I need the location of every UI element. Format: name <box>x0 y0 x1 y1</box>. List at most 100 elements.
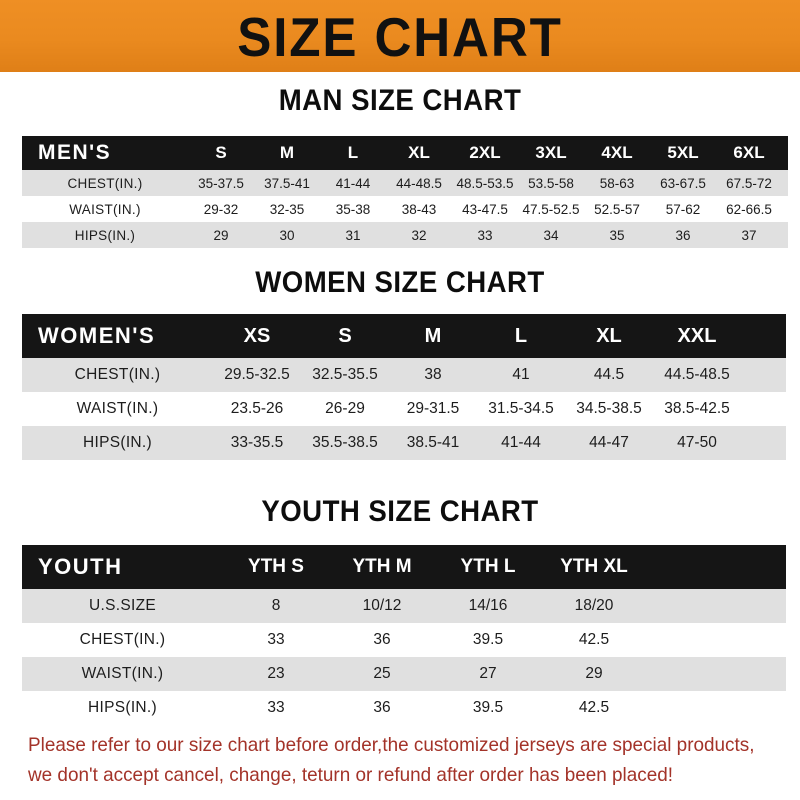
measurement-cell: 29-32 <box>188 196 254 222</box>
row-label: WAIST(IN.) <box>22 392 213 426</box>
column-header-yth-l: YTH L <box>435 545 541 589</box>
measurement-cell: 32-35 <box>254 196 320 222</box>
column-header-3xl: 3XL <box>518 136 584 170</box>
table-row: CHEST(IN.) 35-37.5 37.5-41 41-44 44-48.5 48.5… <box>22 170 788 196</box>
row-spacer <box>782 196 788 222</box>
table-header-row: MEN'S S M L XL 2XL 3XL 4XL 5XL 6XL <box>22 136 788 170</box>
measurement-cell: 34.5-38.5 <box>565 392 653 426</box>
measurement-cell: 36 <box>650 222 716 248</box>
column-header-4xl: 4XL <box>584 136 650 170</box>
measurement-cell: 43-47.5 <box>452 196 518 222</box>
measurement-cell: 25 <box>329 657 435 691</box>
measurement-cell: 8 <box>223 589 329 623</box>
measurement-cell: 26-29 <box>301 392 389 426</box>
header-spacer <box>782 136 788 170</box>
measurement-cell: 47-50 <box>653 426 741 460</box>
column-header-yth-s: YTH S <box>223 545 329 589</box>
column-header-m: M <box>254 136 320 170</box>
row-label: WAIST(IN.) <box>22 657 223 691</box>
measurement-cell: 33 <box>452 222 518 248</box>
women-table-body: CHEST(IN.) 29.5-32.5 32.5-35.5 38 41 44.5 44.5… <box>22 358 786 460</box>
page-banner: SIZE CHART <box>0 0 800 72</box>
column-header-m: M <box>389 314 477 358</box>
row-label: WAIST(IN.) <box>22 196 188 222</box>
measurement-cell: 35-37.5 <box>188 170 254 196</box>
table-row: HIPS(IN.) 33-35.5 35.5-38.5 38.5-41 41-44 44-… <box>22 426 786 460</box>
row-spacer <box>782 222 788 248</box>
measurement-cell: 23 <box>223 657 329 691</box>
measurement-cell: 37.5-41 <box>254 170 320 196</box>
measurement-cell: 36 <box>329 623 435 657</box>
measurement-cell: 32 <box>386 222 452 248</box>
measurement-cell: 41-44 <box>320 170 386 196</box>
measurement-cell: 32.5-35.5 <box>301 358 389 392</box>
measurement-cell: 36 <box>329 691 435 725</box>
column-header-2xl: 2XL <box>452 136 518 170</box>
measurement-cell: 14/16 <box>435 589 541 623</box>
table-row: WAIST(IN.) 29-32 32-35 35-38 38-43 43-47.5 47.… <box>22 196 788 222</box>
measurement-cell: 29.5-32.5 <box>213 358 301 392</box>
measurement-cell: 33 <box>223 691 329 725</box>
measurement-cell: 35.5-38.5 <box>301 426 389 460</box>
column-header-l: L <box>477 314 565 358</box>
measurement-cell: 44-47 <box>565 426 653 460</box>
row-label: HIPS(IN.) <box>22 691 223 725</box>
measurement-cell: 62-66.5 <box>716 196 782 222</box>
row-spacer <box>741 392 786 426</box>
measurement-cell: 33 <box>223 623 329 657</box>
column-header-xs: XS <box>213 314 301 358</box>
measurement-cell: 39.5 <box>435 623 541 657</box>
table-corner-label: MEN'S <box>22 136 188 170</box>
note-line-2: we don't accept cancel, change, teturn o… <box>28 764 674 786</box>
column-header-yth-xl: YTH XL <box>541 545 647 589</box>
measurement-cell: 44.5-48.5 <box>653 358 741 392</box>
measurement-cell: 23.5-26 <box>213 392 301 426</box>
column-header-l: L <box>320 136 386 170</box>
column-header-5xl: 5XL <box>650 136 716 170</box>
note-line-1: Please refer to our size chart before or… <box>28 734 755 756</box>
row-label: CHEST(IN.) <box>22 623 223 657</box>
measurement-cell: 31 <box>320 222 386 248</box>
table-corner-label: YOUTH <box>22 545 223 589</box>
row-label: HIPS(IN.) <box>22 426 213 460</box>
men-table-body: CHEST(IN.) 35-37.5 37.5-41 41-44 44-48.5 48.5… <box>22 170 788 248</box>
measurement-cell: 42.5 <box>541 623 647 657</box>
column-header-s: S <box>301 314 389 358</box>
measurement-cell: 29 <box>188 222 254 248</box>
row-spacer <box>782 170 788 196</box>
row-spacer <box>647 657 786 691</box>
measurement-cell: 63-67.5 <box>650 170 716 196</box>
table-row: WAIST(IN.) 23.5-26 26-29 29-31.5 31.5-34.5 34… <box>22 392 786 426</box>
section-title-man: MAN SIZE CHART <box>278 84 522 117</box>
row-spacer <box>647 691 786 725</box>
table-corner-label: WOMEN'S <box>22 314 213 358</box>
men-size-table: MEN'S S M L XL 2XL 3XL 4XL 5XL 6XL CHEST(IN.) 35-3… <box>22 136 788 248</box>
measurement-cell: 47.5-52.5 <box>518 196 584 222</box>
measurement-cell: 58-63 <box>584 170 650 196</box>
table-row: HIPS(IN.) 33 36 39.5 42.5 <box>22 691 786 725</box>
measurement-cell: 38.5-41 <box>389 426 477 460</box>
women-size-table: WOMEN'S XS S M L XL XXL CHEST(IN.) 29.5-32.5 32.… <box>22 314 786 460</box>
youth-table-body: U.S.SIZE 8 10/12 14/16 18/20 CHEST(IN.) 33 36 39… <box>22 589 786 725</box>
youth-table-header: YOUTH YTH S YTH M YTH L YTH XL <box>22 545 786 589</box>
table-row: WAIST(IN.) 23 25 27 29 <box>22 657 786 691</box>
measurement-cell: 18/20 <box>541 589 647 623</box>
measurement-cell: 29 <box>541 657 647 691</box>
measurement-cell: 44.5 <box>565 358 653 392</box>
row-label: HIPS(IN.) <box>22 222 188 248</box>
measurement-cell: 30 <box>254 222 320 248</box>
measurement-cell: 29-31.5 <box>389 392 477 426</box>
table-row: HIPS(IN.) 29 30 31 32 33 34 35 36 37 <box>22 222 788 248</box>
column-header-6xl: 6XL <box>716 136 782 170</box>
column-header-yth-m: YTH M <box>329 545 435 589</box>
header-spacer <box>647 545 786 589</box>
men-table-header: MEN'S S M L XL 2XL 3XL 4XL 5XL 6XL <box>22 136 788 170</box>
measurement-cell: 34 <box>518 222 584 248</box>
row-label: CHEST(IN.) <box>22 358 213 392</box>
measurement-cell: 67.5-72 <box>716 170 782 196</box>
measurement-cell: 52.5-57 <box>584 196 650 222</box>
measurement-cell: 42.5 <box>541 691 647 725</box>
row-spacer <box>647 623 786 657</box>
section-title-women: WOMEN SIZE CHART <box>255 266 545 299</box>
